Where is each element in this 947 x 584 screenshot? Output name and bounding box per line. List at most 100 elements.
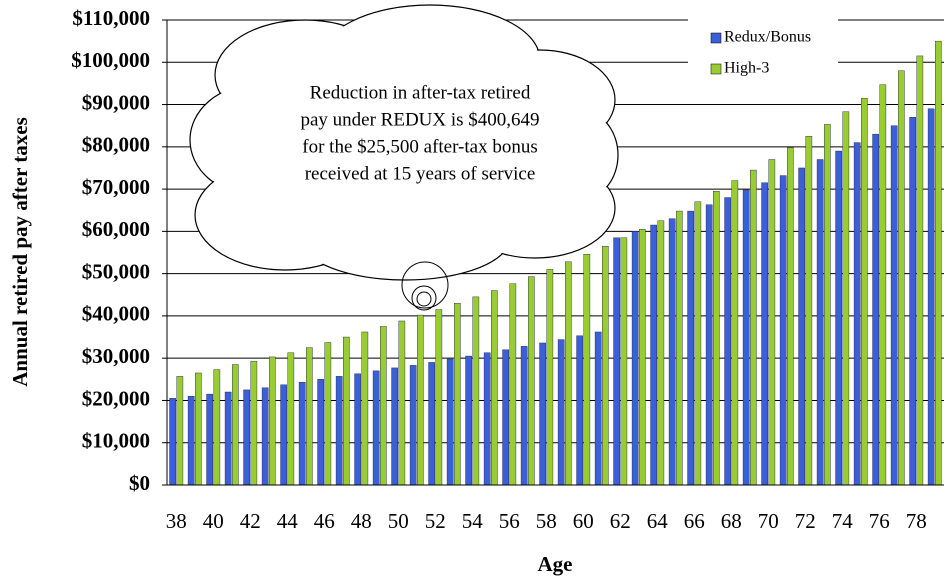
bar <box>176 376 184 486</box>
bar <box>583 253 591 486</box>
x-tick-label: 52 <box>425 509 446 533</box>
x-tick-label: 46 <box>314 509 335 533</box>
bar <box>509 283 517 486</box>
bar <box>491 290 498 486</box>
bar <box>428 362 435 486</box>
bar <box>853 142 861 486</box>
bar <box>731 180 739 486</box>
bar <box>909 117 916 486</box>
bar <box>676 210 683 486</box>
bar <box>787 147 794 486</box>
x-tick-label: 66 <box>684 509 705 533</box>
bar <box>565 261 572 486</box>
x-tick-label: 76 <box>869 509 890 533</box>
y-axis-label: Annual retired pay after taxes <box>8 117 32 386</box>
bar <box>187 396 195 486</box>
bar <box>243 389 250 486</box>
y-tick-label: $70,000 <box>82 175 150 199</box>
bar <box>835 150 842 486</box>
x-tick-label: 48 <box>351 509 372 533</box>
x-tick-label: 50 <box>388 509 409 533</box>
bar <box>417 314 424 486</box>
bar <box>213 369 221 486</box>
legend-box <box>688 18 838 88</box>
bar <box>576 335 583 486</box>
bar <box>842 111 850 486</box>
legend-swatch <box>710 63 722 75</box>
bar <box>361 331 369 486</box>
bar <box>750 169 757 486</box>
y-tick-label: $50,000 <box>82 259 150 283</box>
bar <box>465 355 472 486</box>
y-tick-label: $10,000 <box>82 429 150 453</box>
bar <box>539 342 546 486</box>
bar <box>528 276 535 486</box>
bar <box>650 224 657 486</box>
x-tick-label: 70 <box>758 509 779 533</box>
y-tick-label: $80,000 <box>82 133 150 157</box>
bar <box>705 204 713 486</box>
bar <box>250 360 258 486</box>
annotation-line: Reduction in after-tax retired <box>310 82 531 103</box>
bar <box>557 339 565 486</box>
bar <box>742 189 750 486</box>
x-tick-label: 56 <box>499 509 520 533</box>
bar <box>861 98 868 486</box>
bar <box>898 70 905 486</box>
y-tick-label: $90,000 <box>82 90 150 114</box>
bar <box>298 382 306 486</box>
bar <box>824 124 831 486</box>
bar <box>761 182 768 486</box>
bar <box>798 167 805 486</box>
x-tick-label: 40 <box>203 509 224 533</box>
bar <box>816 159 824 486</box>
bar <box>435 309 443 486</box>
bar <box>317 379 324 486</box>
bar <box>639 229 646 486</box>
annotation-line: for the $25,500 after-tax bonus <box>302 136 537 157</box>
bar <box>206 393 213 486</box>
legend-label: High-3 <box>724 60 769 77</box>
bar <box>768 159 776 486</box>
x-tick-label: 74 <box>832 509 854 533</box>
bar <box>409 365 417 486</box>
bar <box>287 352 295 486</box>
x-tick-label: 64 <box>647 509 669 533</box>
bar <box>261 387 269 486</box>
x-tick-label: 44 <box>277 509 299 533</box>
bar <box>398 320 406 486</box>
bar <box>613 237 620 486</box>
bar <box>724 197 731 486</box>
bar <box>657 220 665 486</box>
y-tick-label: $30,000 <box>82 344 150 368</box>
annotation-line: received at 15 years of service <box>305 163 536 184</box>
x-tick-label: 58 <box>536 509 557 533</box>
bar <box>713 191 720 486</box>
bar <box>890 125 898 486</box>
bar <box>306 347 313 486</box>
bar <box>594 331 602 486</box>
y-tick-label: $0 <box>129 471 150 495</box>
bar <box>916 55 924 486</box>
bar <box>380 326 387 486</box>
bar <box>631 231 639 486</box>
legend-label: Redux/Bonus <box>724 29 811 46</box>
bar <box>694 201 702 486</box>
thought-bubbles <box>401 261 449 311</box>
x-tick-label: 54 <box>462 509 484 533</box>
bar <box>502 349 509 486</box>
annotation-line: pay under REDUX is $400,649 <box>300 109 539 130</box>
bar <box>779 175 787 486</box>
x-tick-label: 42 <box>240 509 261 533</box>
x-tick-label: 68 <box>721 509 742 533</box>
x-axis-label: Age <box>538 552 573 576</box>
y-tick-label: $100,000 <box>71 48 150 72</box>
bar <box>927 108 935 486</box>
bar <box>232 364 239 486</box>
bar <box>454 303 461 486</box>
y-tick-label: $110,000 <box>72 6 150 30</box>
bar <box>354 373 361 486</box>
bar <box>935 40 942 486</box>
bar <box>872 133 879 486</box>
